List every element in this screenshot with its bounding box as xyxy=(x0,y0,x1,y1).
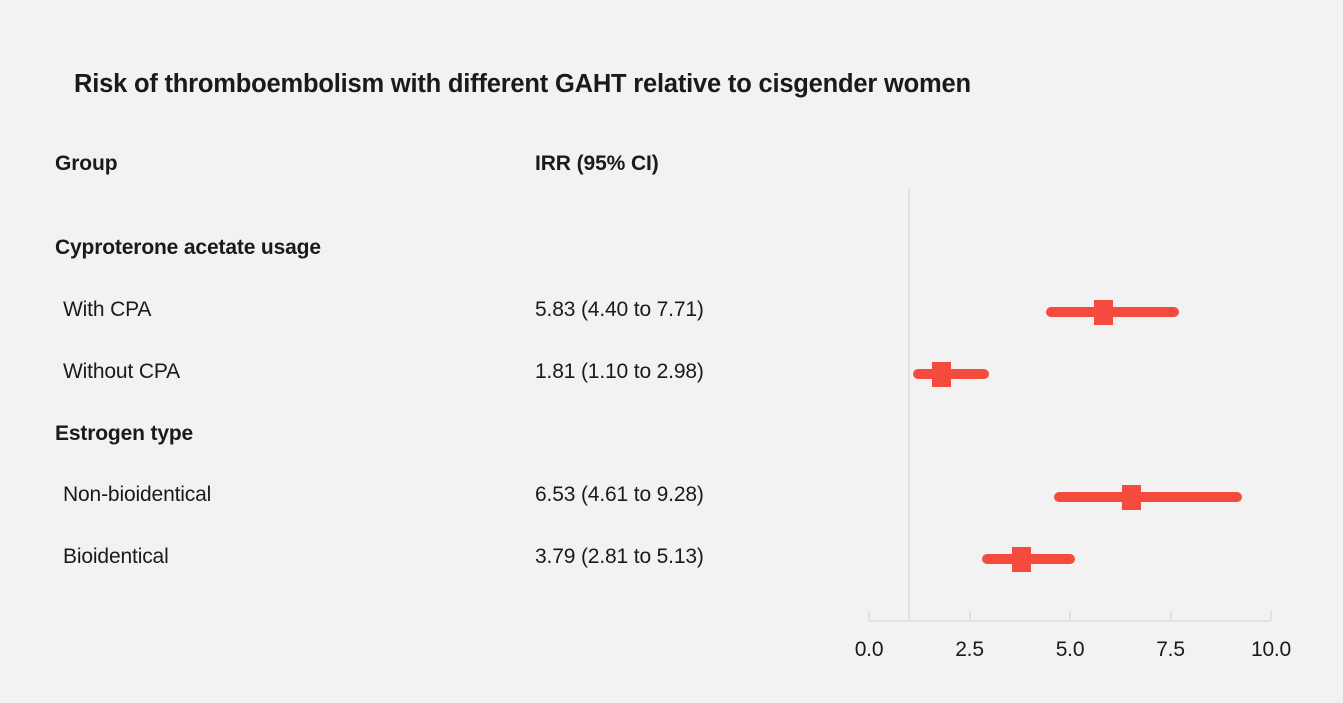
point-estimate-marker xyxy=(1011,546,1031,572)
x-axis-tick xyxy=(968,611,971,620)
confidence-interval-bar xyxy=(1054,492,1243,502)
page-title: Risk of thromboembolism with different G… xyxy=(74,64,971,104)
x-axis-tick xyxy=(1270,611,1272,620)
x-axis-tick xyxy=(1169,611,1172,620)
reference-line xyxy=(908,188,911,620)
x-axis-tick xyxy=(1069,611,1071,620)
column-header-estimate: IRR (95% CI) xyxy=(535,152,659,175)
estimate-value: 1.81 (1.10 to 2.98) xyxy=(535,360,704,383)
confidence-interval-bar xyxy=(981,554,1076,564)
x-axis-tick-label: 2.5 xyxy=(955,638,984,661)
x-axis-tick-label: 0.0 xyxy=(854,638,884,661)
group-section-label: Cyproterone acetate usage xyxy=(55,236,321,259)
point-estimate-marker xyxy=(1093,299,1113,325)
confidence-interval-bar xyxy=(1045,307,1179,317)
estimate-value: 6.53 (4.61 to 9.28) xyxy=(535,483,704,506)
x-axis-tick-label: 7.5 xyxy=(1156,638,1185,661)
group-row-label: Bioidentical xyxy=(63,545,169,568)
title-strong: Risk of thromboembolism with different G… xyxy=(74,70,627,98)
group-row-label: With CPA xyxy=(63,298,152,321)
x-axis-tick-label: 10.0 xyxy=(1250,638,1292,661)
title-light: relative to cisgender women xyxy=(626,70,971,98)
point-estimate-marker xyxy=(932,361,952,387)
x-axis-spine xyxy=(869,620,1271,622)
group-row-label: Without CPA xyxy=(63,360,180,383)
confidence-interval-bar xyxy=(913,369,989,379)
estimate-value: 3.79 (2.81 to 5.13) xyxy=(535,545,704,568)
group-section-label: Estrogen type xyxy=(55,422,194,445)
point-estimate-marker xyxy=(1122,484,1141,510)
x-axis-tick-label: 5.0 xyxy=(1055,638,1085,661)
estimate-value: 5.83 (4.40 to 7.71) xyxy=(535,298,704,321)
x-axis-tick xyxy=(868,611,870,620)
group-row-label: Non-bioidentical xyxy=(63,483,212,506)
column-header-group: Group xyxy=(55,152,118,175)
